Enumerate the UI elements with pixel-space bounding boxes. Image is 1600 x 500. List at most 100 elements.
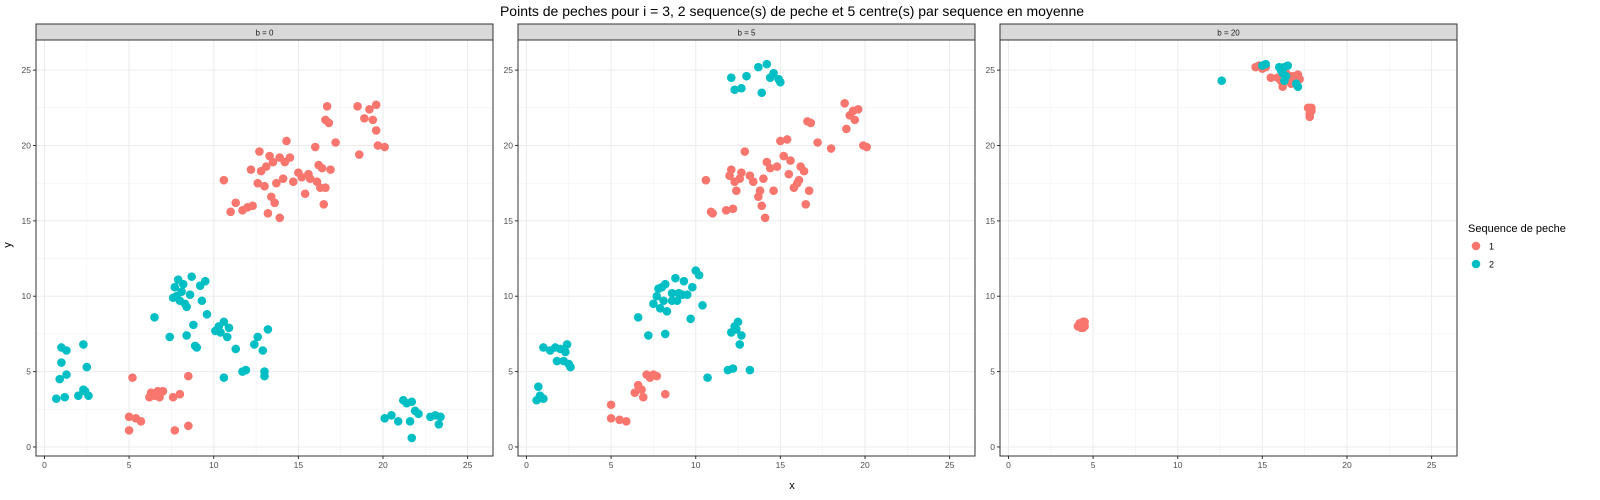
data-point <box>748 177 758 186</box>
data-point <box>732 186 741 196</box>
data-point <box>776 77 785 87</box>
data-point <box>165 332 175 342</box>
x-axis-label: x <box>789 480 795 492</box>
facets-layer: b = 0 0 5 10 15 20 25 0 5 10 15 20 25 b = 5 0 5 10 15 20 25… <box>22 23 1458 470</box>
x-tick-label: 20 <box>1342 460 1352 470</box>
facet-panel: b = 5 0 5 10 15 20 25 0 5 10 15 20 25 <box>504 23 976 470</box>
data-point <box>79 340 88 349</box>
data-point <box>184 421 193 431</box>
legend-entries: 12 <box>1471 242 1494 270</box>
data-point <box>184 371 193 381</box>
data-point <box>270 198 279 208</box>
y-tick-label: 20 <box>22 141 32 151</box>
data-point <box>182 302 191 312</box>
data-point <box>757 201 767 211</box>
data-point <box>261 162 271 171</box>
data-point <box>305 174 315 183</box>
y-axis-label: y <box>2 242 14 248</box>
data-point <box>826 144 836 153</box>
data-point <box>649 299 658 309</box>
x-tick-label: 25 <box>1427 460 1437 470</box>
data-point <box>124 426 134 435</box>
facet-panel: b = 20 0 5 10 15 20 25 0 5 10 15 20 25 <box>986 23 1458 470</box>
data-point <box>255 147 264 156</box>
data-point <box>566 362 575 372</box>
legend-label: 2 <box>1489 260 1494 270</box>
x-tick-label: 25 <box>945 460 955 470</box>
data-point <box>246 165 256 174</box>
data-point <box>606 400 616 410</box>
data-point <box>371 126 381 135</box>
data-point <box>776 136 785 146</box>
data-point <box>1281 71 1291 81</box>
data-point <box>414 409 423 419</box>
series-points <box>1073 61 1316 333</box>
data-point <box>740 147 750 156</box>
data-point <box>799 166 809 176</box>
data-point <box>434 420 444 429</box>
data-point <box>360 114 369 123</box>
y-tick-label: 15 <box>986 216 996 226</box>
data-point <box>158 386 168 396</box>
series-points <box>606 99 871 426</box>
y-tick-label: 0 <box>26 442 31 452</box>
data-point <box>260 181 269 191</box>
data-point <box>652 291 662 301</box>
data-point <box>660 389 670 399</box>
data-point <box>80 386 90 396</box>
data-point <box>730 85 739 95</box>
data-point <box>762 59 772 69</box>
data-point <box>688 282 697 292</box>
data-point <box>326 165 335 174</box>
y-tick-label: 0 <box>508 442 513 452</box>
data-point <box>62 370 71 379</box>
data-point <box>1293 82 1303 92</box>
data-point <box>728 204 738 214</box>
data-point <box>850 115 860 125</box>
y-tick-label: 10 <box>22 291 32 301</box>
x-tick-label: 0 <box>42 460 47 470</box>
data-point <box>297 172 307 182</box>
data-point <box>178 279 188 289</box>
data-point <box>728 364 738 373</box>
data-point <box>742 71 751 81</box>
data-point <box>282 136 291 146</box>
y-tick-label: 25 <box>22 65 32 75</box>
data-point <box>1305 112 1315 122</box>
data-point <box>219 175 229 185</box>
data-point <box>667 288 677 298</box>
data-point <box>772 162 782 171</box>
x-tick-label: 15 <box>294 460 304 470</box>
x-tick-label: 10 <box>691 460 701 470</box>
data-point <box>726 73 736 82</box>
data-point <box>331 138 340 147</box>
data-point <box>128 373 137 382</box>
y-tick-label: 15 <box>22 216 32 226</box>
y-tick-label: 20 <box>986 141 996 151</box>
data-point <box>248 201 257 211</box>
data-point <box>786 156 795 165</box>
data-point <box>1307 103 1316 113</box>
data-point <box>219 373 229 382</box>
chart-title: Points de peches pour i = 3, 2 sequence(… <box>500 3 1084 19</box>
data-point <box>733 317 743 327</box>
data-point <box>622 417 631 426</box>
data-point <box>82 362 92 372</box>
legend: Sequence de peche 12 <box>1468 223 1566 270</box>
data-point <box>60 392 70 402</box>
data-point <box>784 169 794 179</box>
data-point <box>268 157 278 167</box>
y-tick-label: 10 <box>504 291 514 301</box>
data-point <box>182 331 191 340</box>
data-point <box>671 273 680 283</box>
data-point <box>840 99 849 108</box>
panel-background <box>518 40 975 456</box>
data-point <box>231 344 241 354</box>
data-point <box>405 417 415 426</box>
data-point <box>216 328 225 337</box>
x-tick-label: 10 <box>1173 460 1183 470</box>
y-tick-label: 25 <box>986 65 996 75</box>
data-point <box>1217 76 1227 85</box>
data-point <box>760 213 770 223</box>
data-point <box>177 287 186 297</box>
